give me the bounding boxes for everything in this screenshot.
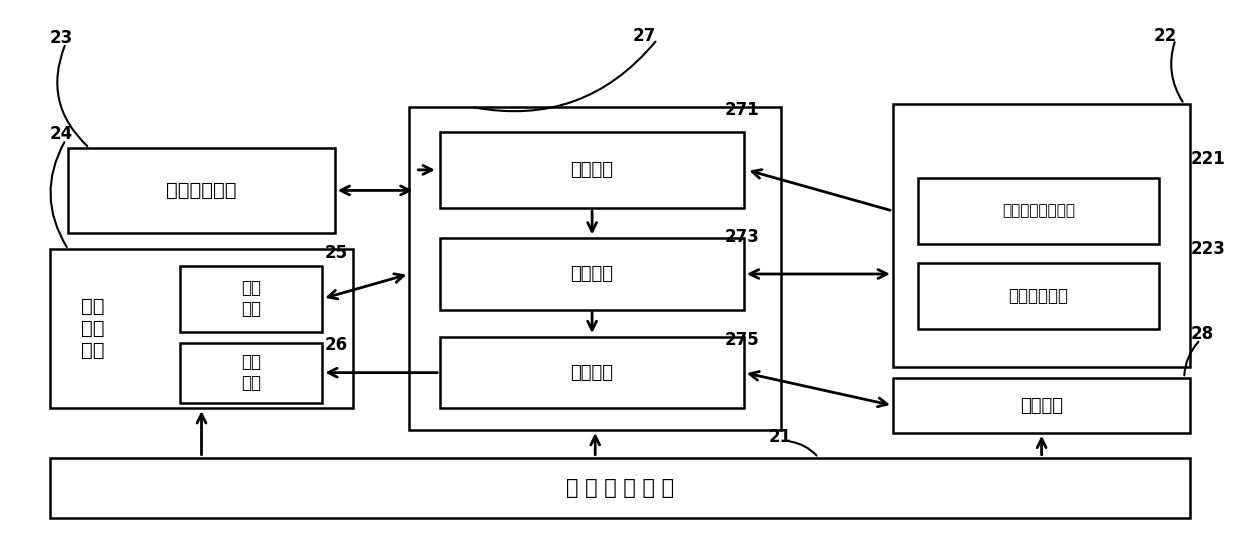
Text: 地理位置定位单元: 地理位置定位单元 (1002, 203, 1075, 219)
Text: 221: 221 (1190, 150, 1225, 168)
Text: 读取单元: 读取单元 (570, 161, 614, 179)
Text: 26: 26 (325, 336, 348, 354)
Bar (918, 178, 1159, 244)
Text: 273: 273 (724, 229, 759, 246)
Bar (440, 238, 744, 310)
Bar (50, 458, 1190, 518)
Bar (68, 148, 335, 233)
Bar (893, 104, 1190, 367)
Text: 24: 24 (50, 125, 73, 143)
Text: 信息存储模块: 信息存储模块 (166, 181, 237, 200)
Text: 223: 223 (1190, 241, 1225, 258)
Text: 22: 22 (1153, 27, 1177, 44)
Text: 解码
单元: 解码 单元 (241, 353, 262, 392)
Text: 28: 28 (1190, 326, 1214, 343)
Bar (918, 263, 1159, 329)
Text: 电 源 管 理 模 块: 电 源 管 理 模 块 (565, 478, 675, 498)
Text: 271: 271 (724, 101, 759, 118)
Text: 25: 25 (325, 244, 348, 262)
Text: 275: 275 (724, 331, 759, 349)
Bar (440, 337, 744, 408)
Bar (180, 342, 322, 403)
Text: 控制单元: 控制单元 (570, 364, 614, 381)
Bar (50, 249, 353, 408)
Text: 21: 21 (769, 429, 792, 446)
Text: 计算单元: 计算单元 (570, 265, 614, 283)
Text: 加速度感应器: 加速度感应器 (1008, 287, 1069, 305)
Bar (893, 378, 1190, 433)
Bar (440, 132, 744, 208)
Text: 编码
单元: 编码 单元 (241, 279, 262, 318)
Bar (180, 266, 322, 332)
Bar (409, 107, 781, 430)
Text: 27: 27 (632, 27, 656, 44)
Text: 23: 23 (50, 30, 73, 47)
Text: 提示单元: 提示单元 (1021, 397, 1063, 414)
Text: 无线
收发
单元: 无线 收发 单元 (82, 298, 104, 360)
